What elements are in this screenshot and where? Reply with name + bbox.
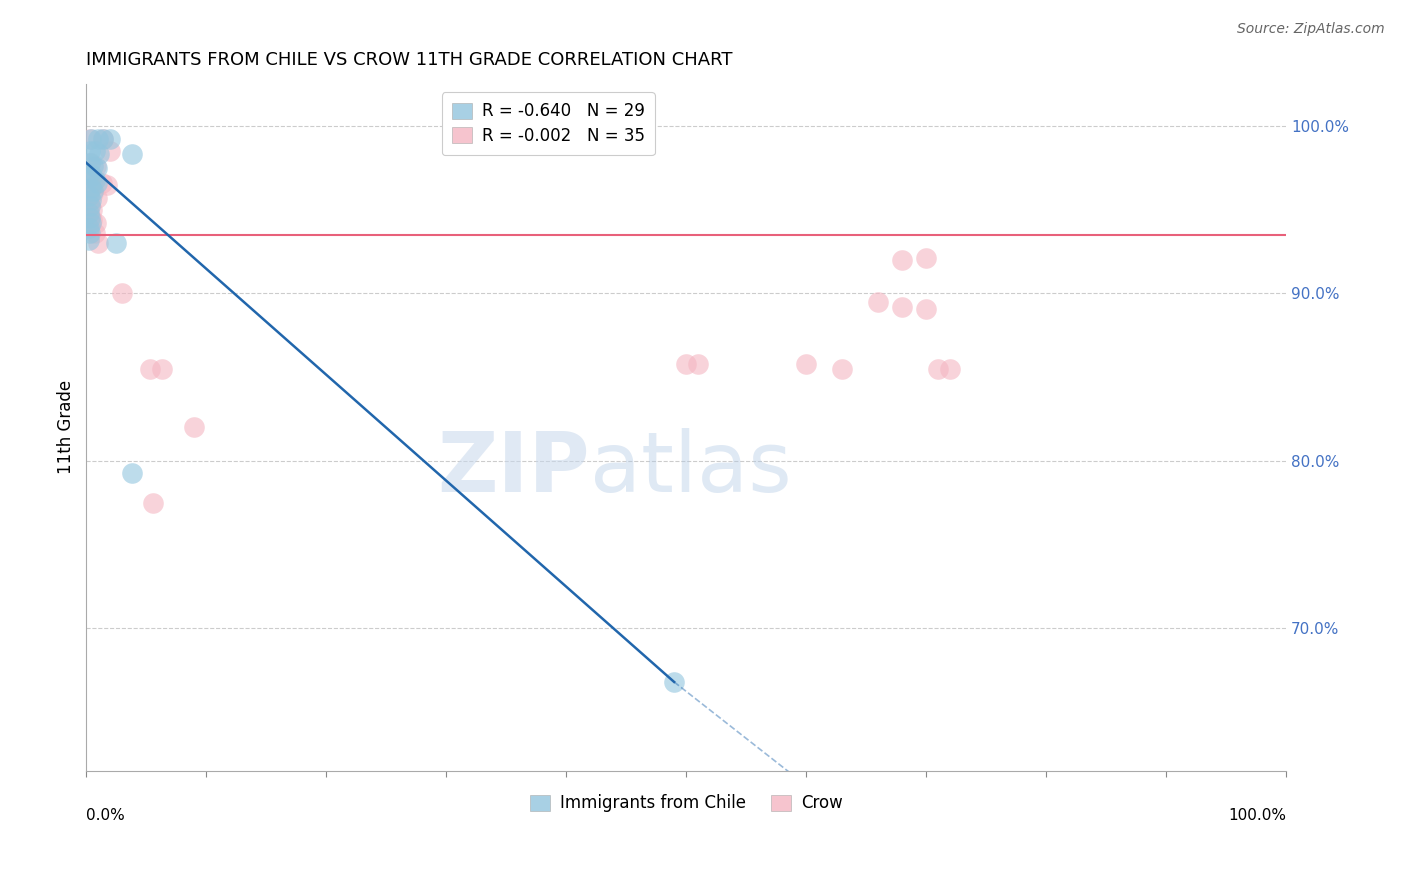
Point [79, 144, 101, 158]
Point [688, 357, 710, 371]
Point [79, 226, 101, 240]
Point [87, 236, 110, 251]
Point [121, 466, 143, 480]
Point [84, 216, 107, 230]
Point [91, 132, 114, 146]
Point [915, 252, 938, 266]
Point [79, 156, 101, 170]
Point [79, 197, 101, 211]
Text: atlas: atlas [591, 428, 792, 509]
Point [83, 144, 105, 158]
Point [939, 361, 962, 376]
Point [79, 156, 101, 170]
Point [79, 166, 101, 180]
Point [86, 161, 108, 175]
Point [82, 172, 104, 186]
Point [98, 132, 121, 146]
Point [91, 132, 114, 146]
Point [77, 221, 100, 235]
Point [105, 236, 128, 251]
Point [794, 357, 817, 371]
Point [89, 147, 111, 161]
Point [90, 176, 112, 190]
Point [80, 181, 103, 195]
Point [891, 252, 914, 267]
Point [662, 675, 685, 690]
Y-axis label: 11th Grade: 11th Grade [58, 380, 75, 475]
Point [150, 361, 173, 376]
Point [142, 496, 165, 510]
Point [79, 132, 101, 146]
Text: 100.0%: 100.0% [1227, 808, 1286, 823]
Text: IMMIGRANTS FROM CHILE VS CROW 11TH GRADE CORRELATION CHART: IMMIGRANTS FROM CHILE VS CROW 11TH GRADE… [86, 51, 733, 69]
Point [111, 286, 134, 301]
Point [86, 176, 108, 190]
Point [82, 186, 104, 200]
Legend: Immigrants from Chile, Crow: Immigrants from Chile, Crow [522, 786, 851, 821]
Point [80, 132, 103, 146]
Point [87, 132, 110, 146]
Text: ZIP: ZIP [437, 428, 591, 509]
Point [891, 300, 914, 314]
Point [183, 420, 205, 434]
Point [80, 216, 103, 230]
Point [675, 357, 697, 371]
Point [80, 193, 103, 207]
Point [79, 169, 101, 184]
Point [98, 144, 121, 158]
Point [77, 189, 100, 203]
Point [79, 183, 101, 197]
Point [121, 147, 143, 161]
Point [84, 159, 107, 173]
Point [927, 361, 949, 376]
Point [868, 294, 890, 309]
Point [83, 172, 105, 186]
Point [915, 301, 938, 316]
Point [79, 210, 101, 224]
Point [139, 361, 162, 376]
Text: 0.0%: 0.0% [86, 808, 125, 823]
Point [82, 202, 104, 217]
Point [77, 206, 100, 220]
Text: Source: ZipAtlas.com: Source: ZipAtlas.com [1237, 22, 1385, 37]
Point [82, 169, 104, 184]
Point [96, 178, 118, 192]
Point [79, 211, 101, 225]
Point [77, 233, 100, 247]
Point [82, 159, 104, 173]
Point [831, 361, 853, 376]
Point [86, 191, 108, 205]
Point [82, 212, 104, 227]
Point [79, 199, 101, 213]
Point [82, 184, 104, 198]
Point [83, 226, 105, 240]
